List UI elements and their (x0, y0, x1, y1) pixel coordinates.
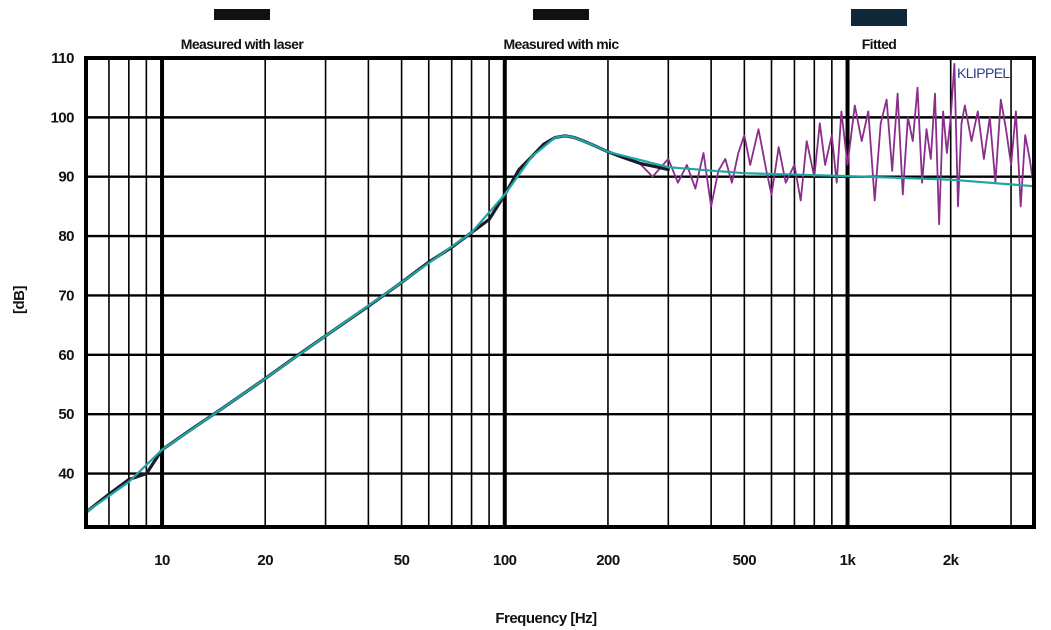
legend-swatch (533, 9, 589, 20)
brand-label: KLIPPEL (957, 65, 1010, 81)
grid-lines (86, 58, 1034, 527)
legend: Measured with laser Measured with mic Fitt… (181, 9, 907, 52)
x-tick-labels: 10 20 50 100 200 500 1k 2k (154, 552, 960, 569)
x-tick-label: 100 (493, 552, 517, 569)
series-line-fitted (84, 134, 1036, 514)
y-axis-title: [dB] (11, 286, 28, 314)
x-tick-label: 500 (733, 552, 757, 569)
legend-swatch (851, 9, 907, 26)
y-tick-label: 90 (58, 169, 74, 186)
x-tick-label: 200 (596, 552, 620, 569)
series-line-measured-with-mic (640, 63, 1035, 226)
y-tick-label: 100 (50, 109, 74, 126)
y-tick-label: 80 (58, 228, 74, 245)
y-tick-label: 50 (58, 406, 74, 423)
legend-label: Measured with mic (503, 36, 619, 52)
legend-label: Fitted (862, 36, 897, 52)
y-tick-label: 110 (51, 50, 74, 67)
x-tick-label: 10 (154, 552, 170, 569)
x-tick-label: 2k (943, 552, 960, 569)
y-tick-label: 60 (58, 347, 74, 364)
y-tick-label: 70 (58, 287, 74, 304)
y-tick-label: 40 (58, 466, 74, 483)
legend-label: Measured with laser (181, 36, 305, 52)
y-tick-labels: 40 50 60 70 80 90 100 110 (50, 50, 74, 483)
x-tick-label: 50 (394, 552, 410, 569)
x-tick-label: 1k (840, 552, 857, 569)
x-tick-label: 20 (257, 552, 273, 569)
x-axis-title: Frequency [Hz] (495, 610, 597, 627)
series-lines (84, 63, 1036, 514)
legend-swatch (214, 9, 270, 20)
plot-frame (84, 56, 1036, 529)
series-line-measured-with-laser (84, 134, 670, 514)
